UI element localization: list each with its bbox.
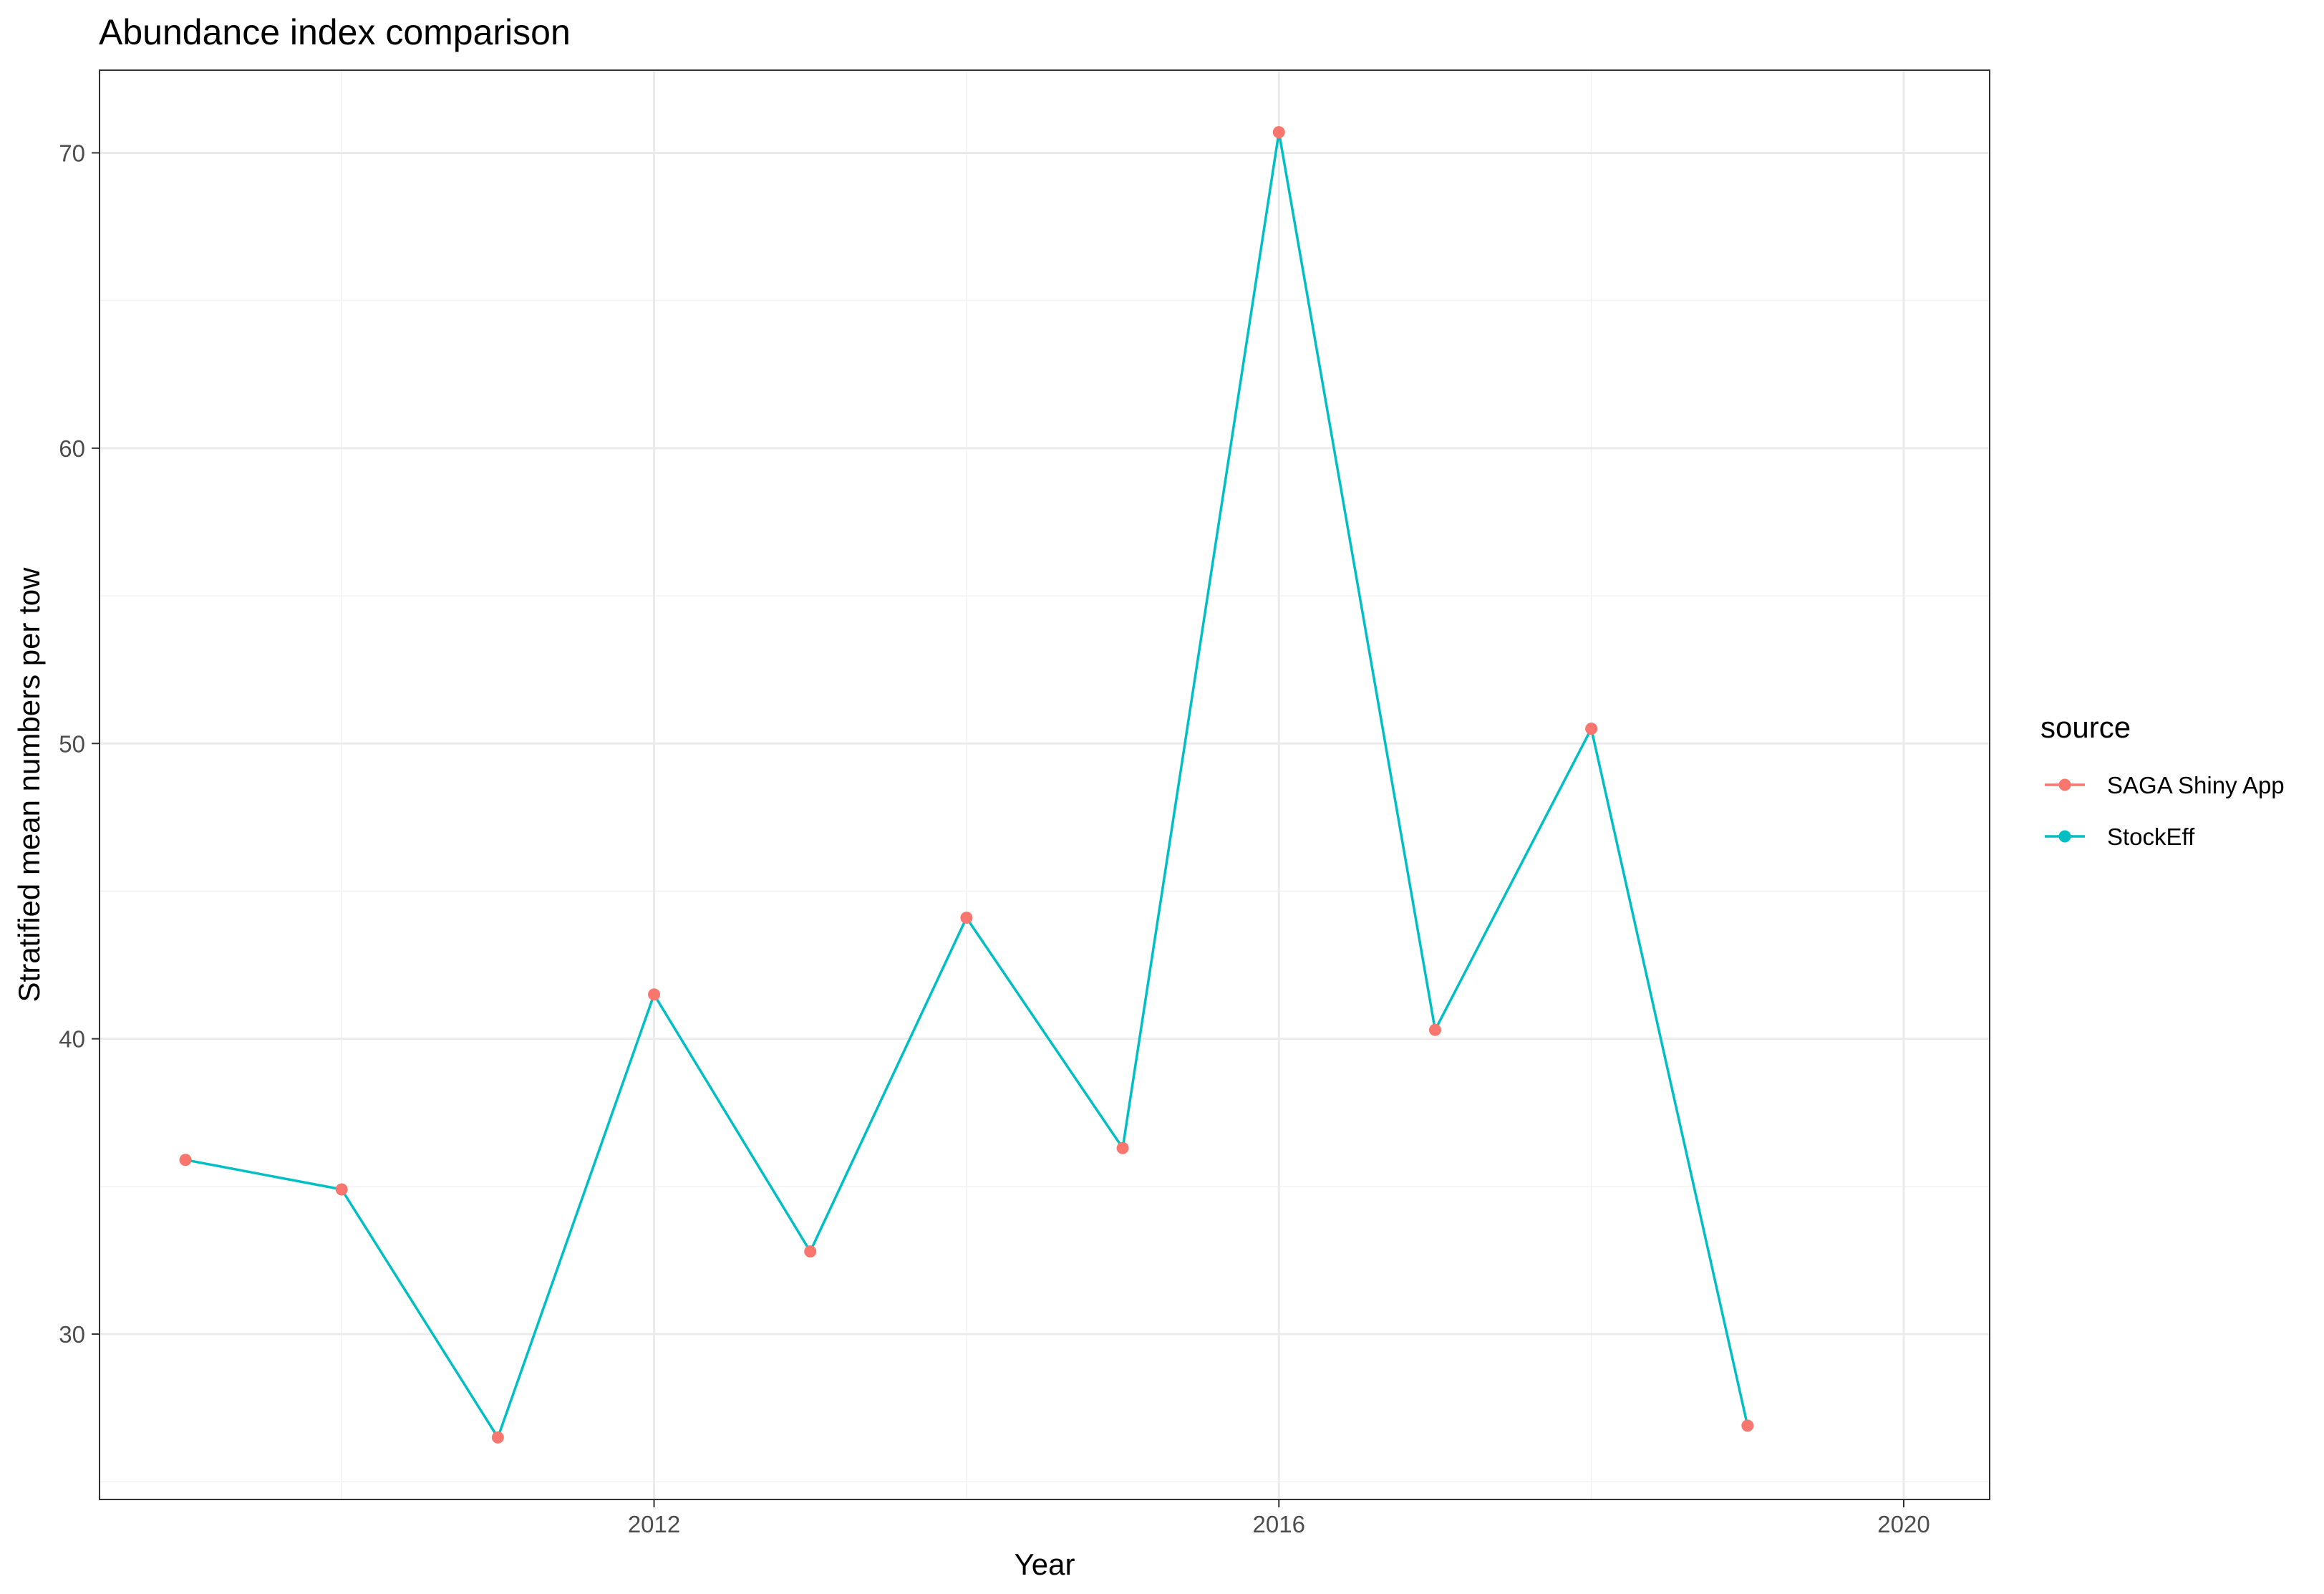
- data-point-saga: [491, 1431, 504, 1444]
- legend-key-point: [2058, 830, 2071, 843]
- data-point-saga: [1585, 723, 1598, 735]
- data-point-saga: [335, 1183, 348, 1196]
- y-tick-label: 30: [59, 1321, 85, 1348]
- legend-label: StockEff: [2107, 823, 2195, 850]
- plot-panel-border: [99, 69, 1990, 1500]
- data-point-saga: [1741, 1419, 1754, 1432]
- x-tick-label: 2012: [628, 1511, 680, 1537]
- y-axis-title: Stratified mean numbers per tow: [12, 567, 46, 1003]
- grid: [100, 70, 1990, 1499]
- legend-label: SAGA Shiny App: [2107, 772, 2285, 798]
- data-point-saga: [1272, 126, 1285, 139]
- y-tick-label: 40: [59, 1026, 85, 1053]
- data-point-saga: [804, 1245, 817, 1258]
- data-point-saga: [1428, 1023, 1441, 1036]
- data-point-saga: [648, 988, 661, 1001]
- data-point-saga: [179, 1154, 192, 1166]
- y-tick-label: 60: [59, 435, 85, 462]
- data-point-saga: [1116, 1141, 1129, 1154]
- plot-data: [179, 126, 1754, 1444]
- x-tick-label: 2020: [1877, 1511, 1930, 1537]
- legend: source SAGA Shiny App StockEff: [2040, 710, 2285, 850]
- legend-key-point: [2058, 778, 2071, 791]
- data-point-saga: [960, 912, 973, 924]
- chart-title: Abundance index comparison: [99, 12, 571, 52]
- y-tick-label: 70: [59, 140, 85, 166]
- x-tick-label: 2016: [1253, 1511, 1305, 1537]
- y-tick-label: 50: [59, 730, 85, 757]
- legend-title: source: [2040, 710, 2131, 744]
- axes: 30 40 50 60 70 2012 2016 2020: [59, 140, 1930, 1537]
- x-axis-title: Year: [1015, 1547, 1075, 1581]
